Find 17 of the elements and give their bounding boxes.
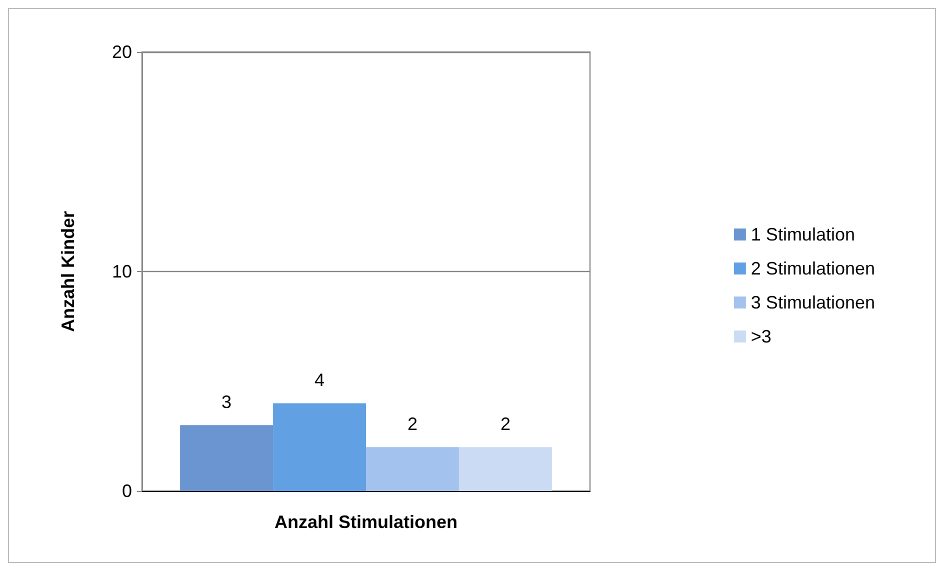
- data-label: 2: [407, 414, 418, 434]
- legend-label: 3 Stimulationen: [750, 292, 876, 312]
- x-axis-title: Anzahl Stimulationen: [274, 512, 458, 532]
- bar: [366, 447, 459, 491]
- legend-label: 1 Stimulation: [750, 224, 855, 244]
- legend-label: >3: [750, 326, 772, 346]
- y-tick-label: 20: [112, 42, 132, 62]
- bar: [458, 447, 552, 491]
- data-label: 4: [314, 370, 325, 390]
- y-tick-label: 0: [122, 481, 132, 501]
- data-label: 3: [222, 392, 232, 412]
- bar: [273, 403, 366, 491]
- y-axis-title: Anzahl Kinder: [58, 210, 78, 332]
- bar: [180, 425, 274, 491]
- data-label: 2: [500, 414, 510, 434]
- y-tick-label: 10: [112, 262, 132, 282]
- legend-label: 2 Stimulationen: [750, 258, 876, 278]
